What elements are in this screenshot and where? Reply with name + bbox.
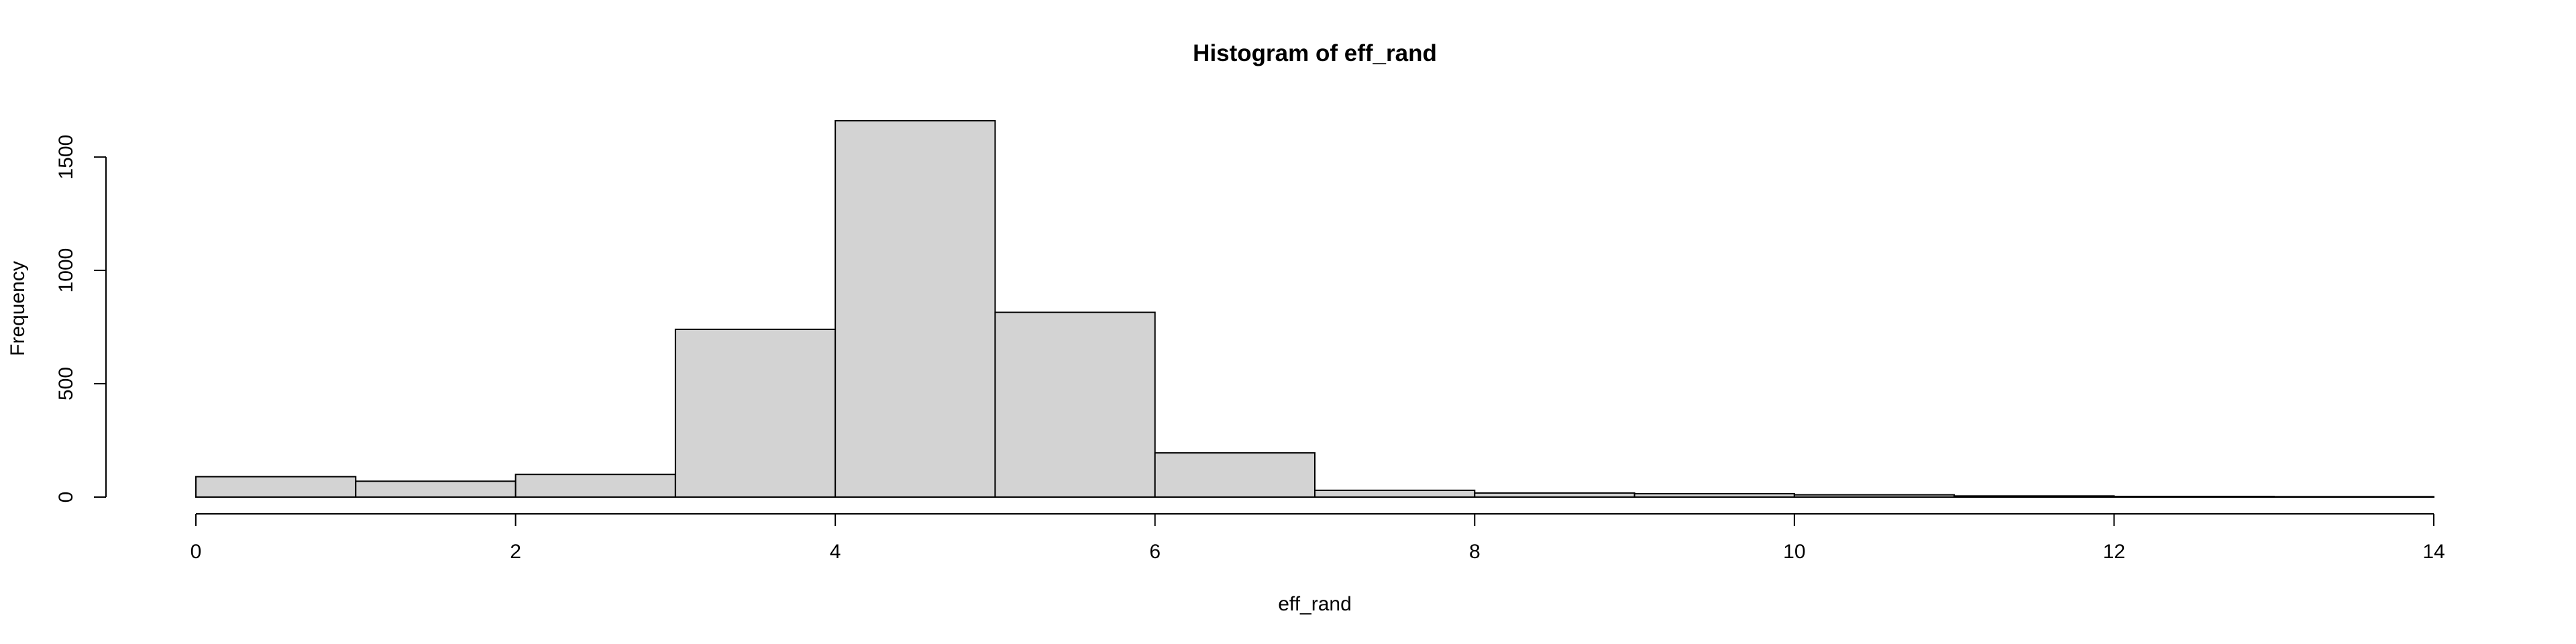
x-tick-label: 8 bbox=[1469, 541, 1481, 563]
y-tick-label: 0 bbox=[55, 492, 77, 503]
histogram-bar bbox=[1314, 489, 1476, 498]
histogram-bar bbox=[835, 120, 996, 498]
histogram-bar bbox=[1633, 492, 1795, 498]
y-axis-label: Frequency bbox=[7, 261, 29, 356]
histogram-bar bbox=[195, 476, 357, 498]
x-tick-label: 0 bbox=[191, 541, 202, 563]
x-tick-label: 6 bbox=[1149, 541, 1161, 563]
histogram-bar bbox=[674, 328, 837, 498]
x-axis-label: eff_rand bbox=[1278, 593, 1352, 615]
histogram-bar bbox=[2113, 495, 2275, 498]
histogram-bar bbox=[355, 480, 517, 498]
y-tick-label: 1000 bbox=[55, 248, 77, 293]
x-tick-label: 2 bbox=[510, 541, 521, 563]
histogram-bar bbox=[2273, 496, 2435, 498]
x-tick-label: 14 bbox=[2422, 541, 2445, 563]
chart-title: Histogram of eff_rand bbox=[1193, 40, 1437, 66]
histogram-bar bbox=[515, 474, 676, 498]
y-tick-label: 1500 bbox=[55, 135, 77, 180]
histogram-bar bbox=[1154, 452, 1316, 498]
y-tick-label: 500 bbox=[55, 367, 77, 400]
x-tick-label: 12 bbox=[2103, 541, 2125, 563]
histogram-bar bbox=[1474, 492, 1635, 498]
histogram-bar bbox=[994, 311, 1156, 498]
bars-group bbox=[195, 120, 2435, 498]
y-axis: 0 500 1000 1500 bbox=[55, 135, 107, 503]
x-tick-label: 4 bbox=[830, 541, 841, 563]
histogram-bar bbox=[1953, 495, 2115, 498]
x-axis: 0 2 4 6 8 10 12 14 bbox=[191, 513, 2445, 563]
x-tick-label: 10 bbox=[1783, 541, 1805, 563]
histogram-bar bbox=[1793, 494, 1955, 498]
